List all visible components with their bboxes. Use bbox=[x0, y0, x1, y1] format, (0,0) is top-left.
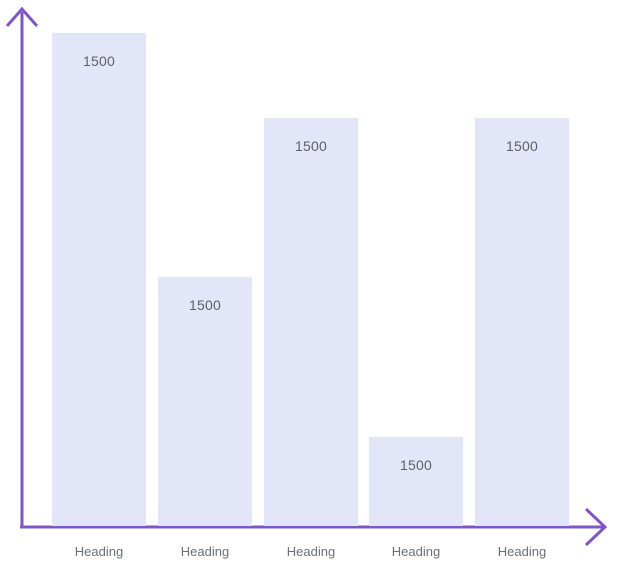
bar-value-label: 1500 bbox=[295, 138, 327, 154]
bar: 1500 bbox=[369, 437, 463, 526]
x-axis-category-label: Heading bbox=[497, 544, 547, 559]
x-axis-arrow-icon bbox=[584, 507, 608, 547]
y-axis-arrow-icon bbox=[5, 6, 39, 27]
x-axis-category-label: Heading bbox=[74, 544, 124, 559]
bar: 1500 bbox=[475, 118, 569, 526]
bar-value-label: 1500 bbox=[83, 53, 115, 69]
bar: 1500 bbox=[52, 33, 146, 526]
bar: 1500 bbox=[264, 118, 358, 526]
x-axis-category-label: Heading bbox=[391, 544, 441, 559]
bar-value-label: 1500 bbox=[506, 138, 538, 154]
bar-value-label: 1500 bbox=[400, 457, 432, 473]
bar: 1500 bbox=[158, 277, 252, 526]
bar-value-label: 1500 bbox=[189, 297, 221, 313]
x-axis-category-label: Heading bbox=[286, 544, 336, 559]
x-axis-category-label: Heading bbox=[180, 544, 230, 559]
